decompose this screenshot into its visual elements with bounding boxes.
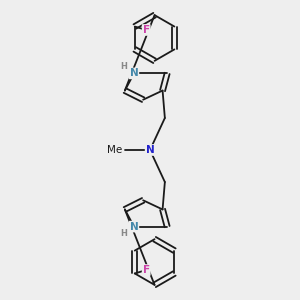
Text: F: F (142, 25, 150, 35)
Text: N: N (130, 222, 138, 232)
Text: H: H (120, 229, 127, 238)
Text: H: H (120, 62, 127, 71)
Text: N: N (146, 145, 154, 155)
Text: N: N (130, 68, 138, 78)
Text: F: F (142, 265, 150, 275)
Text: Me: Me (107, 145, 122, 155)
